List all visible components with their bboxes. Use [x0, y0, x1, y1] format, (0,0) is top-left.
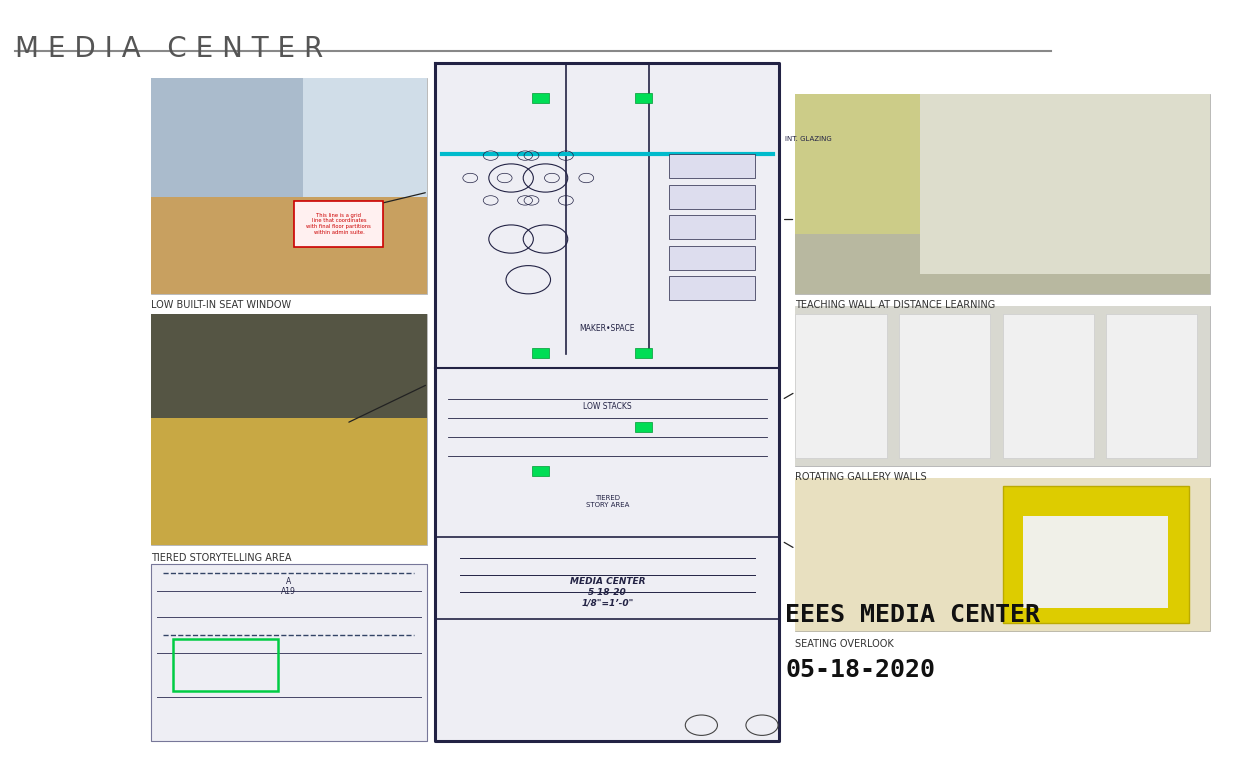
Bar — [151, 564, 427, 741]
Bar — [1002, 486, 1189, 623]
Text: 05-18-2020: 05-18-2020 — [785, 659, 935, 682]
Bar — [151, 314, 427, 545]
Bar — [635, 347, 652, 358]
Bar — [1023, 517, 1168, 608]
Bar — [151, 78, 427, 197]
Bar — [795, 478, 1210, 631]
Bar — [532, 466, 549, 477]
Text: This line is a grid
line that coordinates
with final floor partitions
within adm: This line is a grid line that coordinate… — [307, 212, 371, 235]
Text: LOW BUILT-IN SEAT WINDOW: LOW BUILT-IN SEAT WINDOW — [151, 300, 291, 310]
Text: A
A19: A A19 — [281, 577, 297, 596]
Text: MAKER•SPACE: MAKER•SPACE — [580, 324, 635, 332]
Bar — [795, 94, 1210, 294]
Bar — [795, 306, 1210, 466]
Bar — [920, 94, 1210, 274]
Bar — [1106, 314, 1197, 459]
Bar — [173, 638, 278, 691]
Text: LOW STACKS: LOW STACKS — [583, 401, 632, 411]
Bar — [151, 418, 427, 545]
Bar — [635, 422, 652, 432]
Bar — [795, 306, 1210, 466]
Text: TIERED
STORY AREA: TIERED STORY AREA — [585, 495, 630, 508]
Bar — [532, 93, 549, 103]
Bar — [532, 347, 549, 358]
Bar — [435, 63, 779, 741]
Bar — [635, 93, 652, 103]
Text: INT. GLAZING: INT. GLAZING — [785, 136, 833, 142]
Text: ROTATING GALLERY WALLS: ROTATING GALLERY WALLS — [795, 472, 927, 482]
Bar — [669, 185, 756, 209]
Bar — [151, 314, 427, 418]
Bar — [899, 314, 990, 459]
Text: TIERED STORYTELLING AREA: TIERED STORYTELLING AREA — [151, 553, 292, 563]
Bar — [669, 154, 756, 178]
Bar — [669, 216, 756, 239]
Text: TEACHING WALL AT DISTANCE LEARNING: TEACHING WALL AT DISTANCE LEARNING — [795, 300, 996, 310]
Bar — [1002, 314, 1094, 459]
Text: MEDIA CENTER
5-18-20
1/8"=1’-0": MEDIA CENTER 5-18-20 1/8"=1’-0" — [569, 578, 646, 608]
Text: EEES MEDIA CENTER: EEES MEDIA CENTER — [785, 604, 1040, 627]
Bar — [303, 78, 427, 197]
Text: M E D I A   C E N T E R: M E D I A C E N T E R — [15, 35, 323, 64]
Bar — [795, 314, 887, 459]
Bar — [795, 478, 1210, 631]
Bar — [151, 78, 427, 294]
Bar — [795, 94, 1210, 294]
Text: SEATING OVERLOOK: SEATING OVERLOOK — [795, 639, 894, 649]
Bar — [151, 197, 427, 294]
Bar — [669, 276, 756, 300]
Bar — [294, 201, 383, 246]
Bar — [151, 564, 427, 741]
Bar — [669, 246, 756, 270]
Bar — [795, 94, 920, 234]
